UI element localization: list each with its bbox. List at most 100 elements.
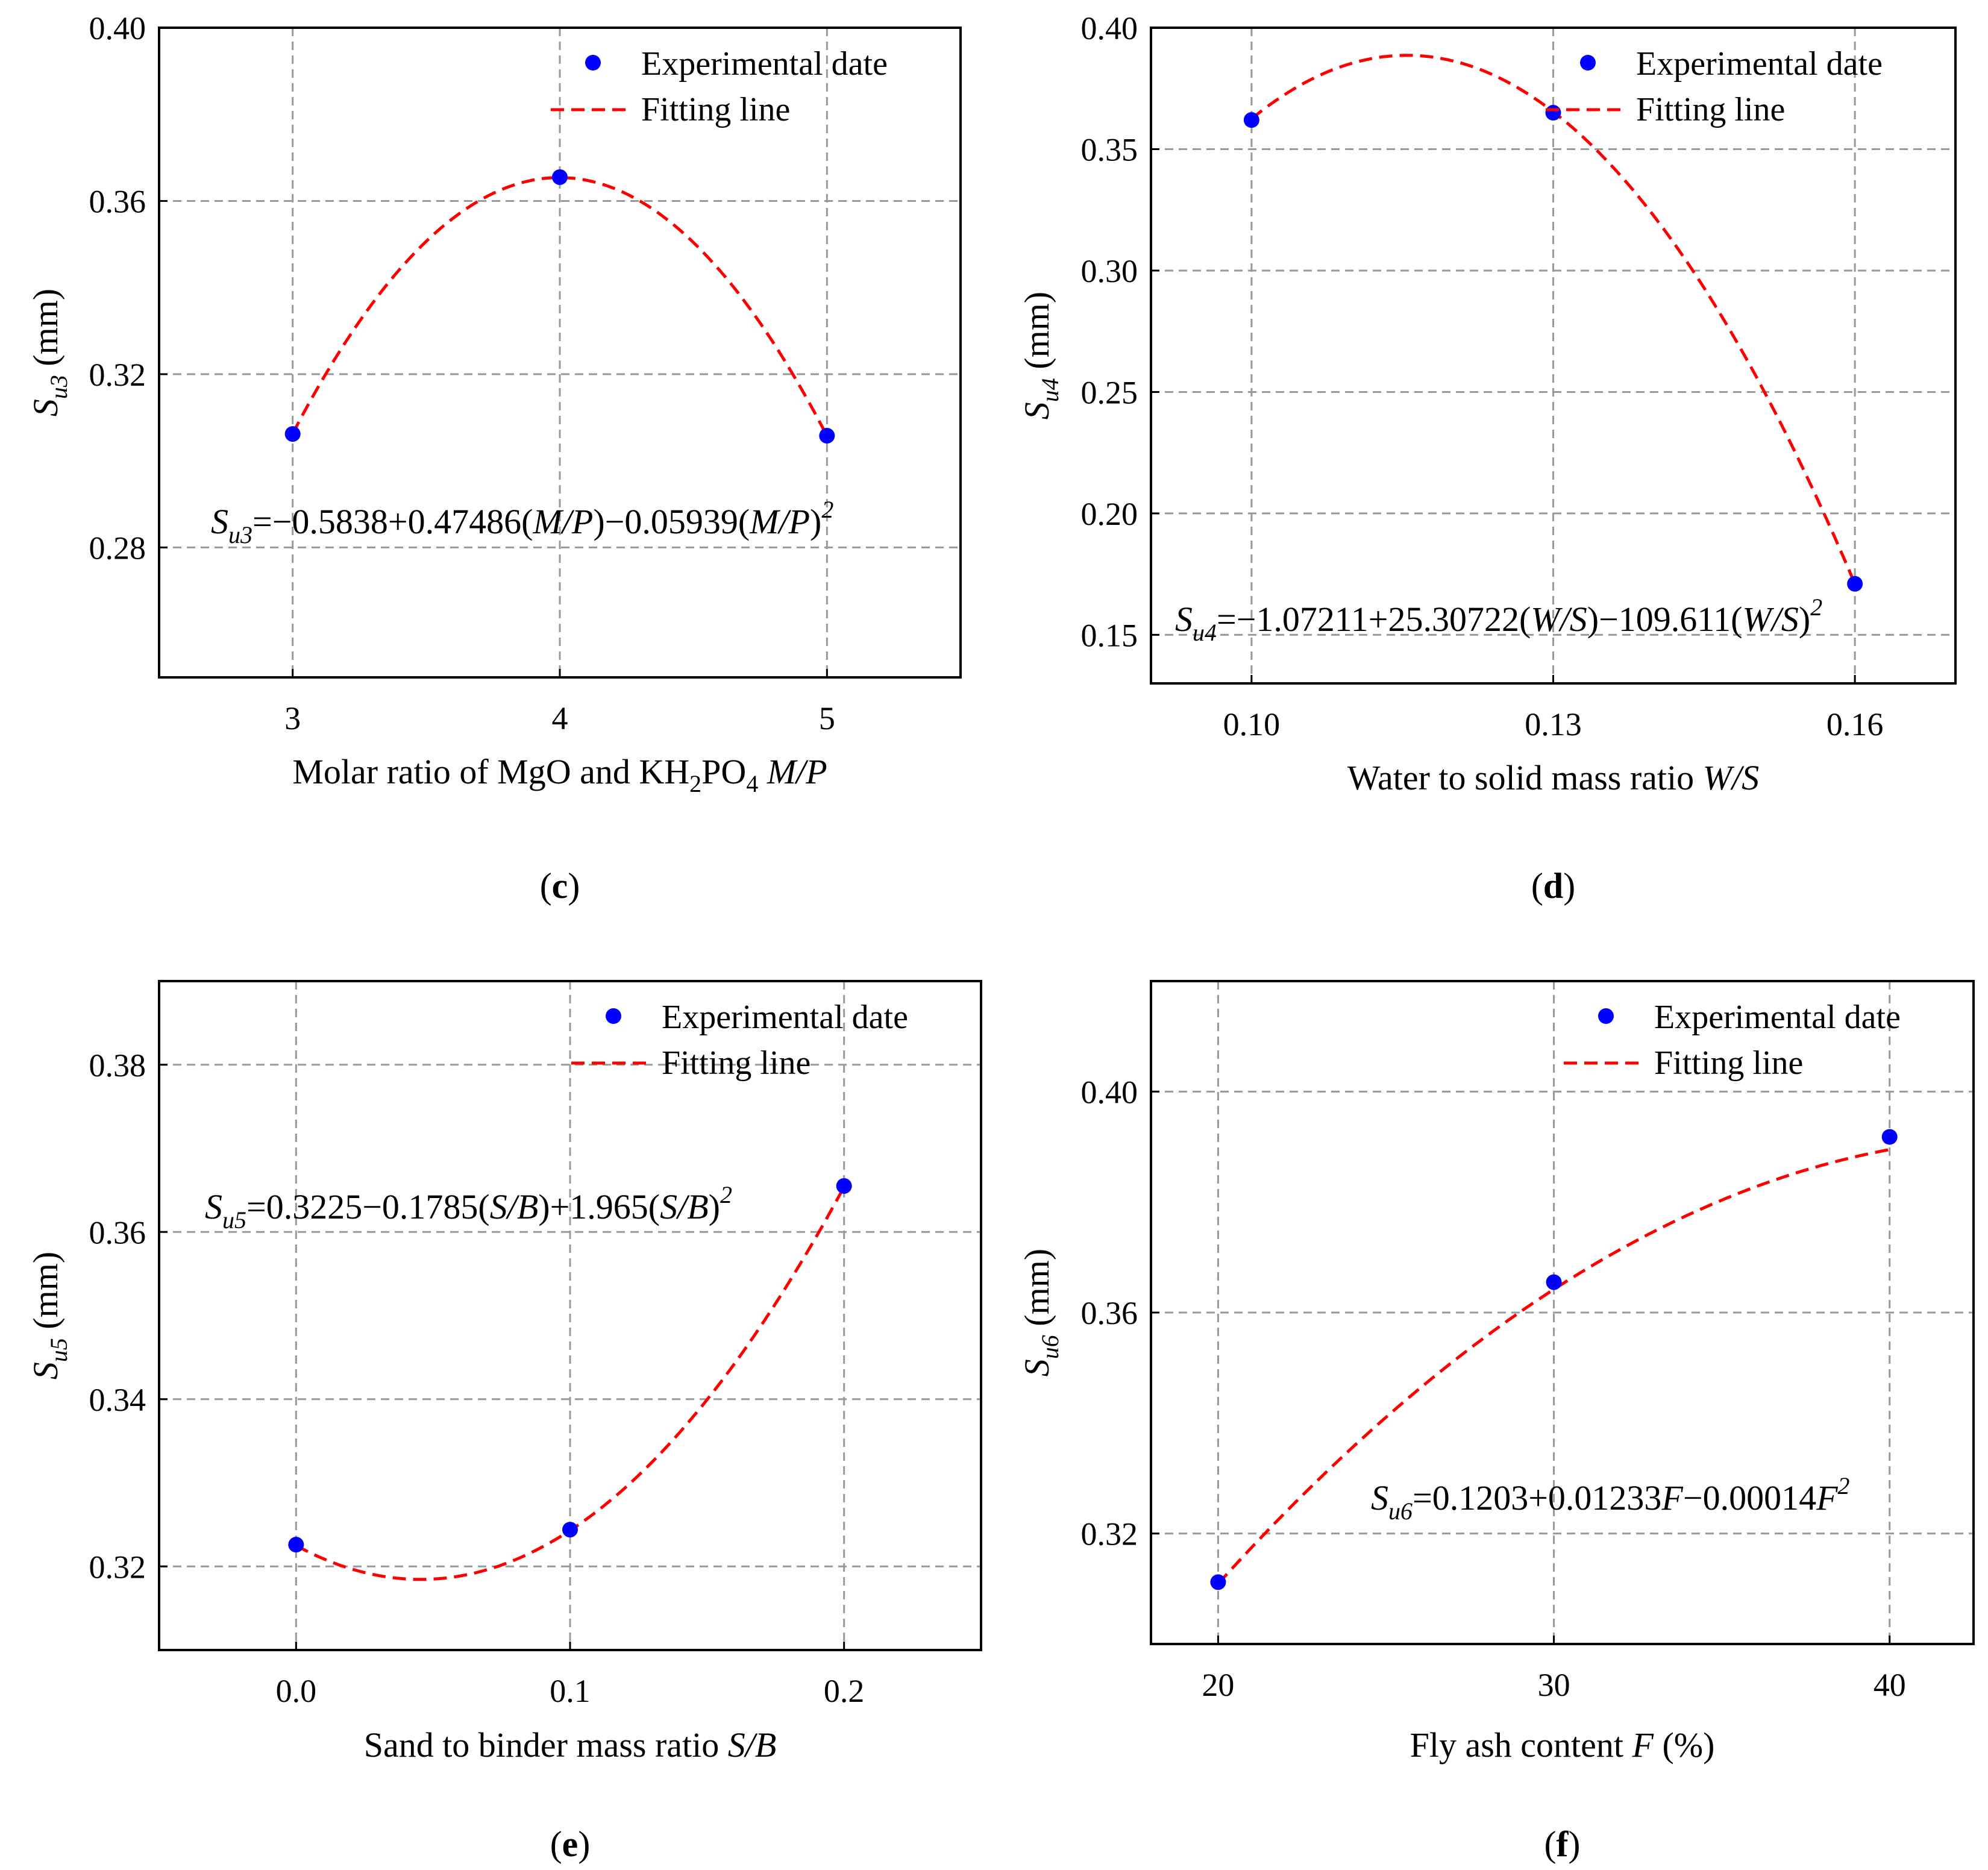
- y-axis-label: Su6 (mm): [1017, 1249, 1064, 1376]
- y-tick-label: 0.40: [1081, 1074, 1138, 1110]
- legend-label-fit: Fitting line: [1636, 91, 1785, 128]
- fit-equation: Su3=−0.5838+0.47486(M/P)−0.05939(M/P)2: [211, 496, 833, 548]
- y-tick-label: 0.38: [89, 1047, 146, 1084]
- plot-frame: [1150, 27, 1957, 685]
- text-span: ): [1568, 1824, 1580, 1864]
- text-span: S: [26, 1362, 65, 1379]
- text-span: S: [1371, 1478, 1388, 1517]
- legend-label-points: Experimental date: [641, 45, 888, 83]
- y-axis-label: Su5 (mm): [26, 1252, 72, 1379]
- text-span: S: [1017, 1359, 1056, 1376]
- x-axis-label: Fly ash content F (%): [1410, 1725, 1715, 1765]
- x-tick-label: 30: [1538, 1667, 1570, 1703]
- data-point: [1881, 1129, 1898, 1145]
- text-span: (mm): [1017, 1249, 1056, 1335]
- text-span: u5: [222, 1206, 246, 1234]
- text-span: =0.1203+0.01233: [1413, 1478, 1661, 1517]
- text-span: [758, 752, 767, 791]
- text-span: S/B: [490, 1187, 539, 1226]
- legend-label-points: Experimental date: [1654, 999, 1901, 1036]
- y-tick-label: 0.35: [1081, 131, 1138, 168]
- text-span: S: [26, 399, 65, 416]
- panel-label: (d): [1531, 866, 1575, 906]
- y-tick-label: 0.25: [1081, 374, 1138, 410]
- text-span: (: [540, 866, 552, 906]
- x-tick-label: 20: [1202, 1667, 1234, 1703]
- y-tick-label: 0.40: [1081, 10, 1138, 46]
- legend: Experimental date Fitting line: [571, 999, 908, 1082]
- text-span: S/B: [660, 1187, 709, 1226]
- data-point: [1243, 112, 1259, 128]
- y-tick-label: 0.15: [1081, 617, 1138, 653]
- text-span: u4: [1193, 619, 1217, 646]
- text-span: (: [1544, 1824, 1557, 1864]
- legend-marker-points: [606, 1008, 621, 1024]
- plot-frame: [1150, 980, 1975, 1645]
- chart-panel-c: 3 4 5 0.28 0.32 0.36 0.40 Experimental date Fitt…: [26, 10, 962, 906]
- legend-marker-points: [1598, 1008, 1614, 1024]
- text-span: PO: [701, 752, 746, 791]
- x-axis-label: Water to solid mass ratio W/S: [1347, 758, 1759, 797]
- fit-equation: Su4=−1.07211+25.30722(W/S)−109.611(W/S)2: [1175, 594, 1822, 646]
- y-tick-label: 0.36: [89, 1214, 146, 1250]
- text-span: F: [1632, 1725, 1654, 1765]
- text-span: ): [1799, 600, 1810, 639]
- legend-label-points: Experimental date: [1636, 45, 1883, 83]
- text-span: 4: [746, 770, 758, 797]
- text-span: =0.3225−0.1785(: [246, 1187, 490, 1226]
- text-span: W/S: [1531, 600, 1587, 639]
- text-span: 2: [689, 770, 701, 797]
- text-span: ): [568, 866, 580, 906]
- text-span: M/P: [767, 752, 827, 791]
- text-span: M/P: [532, 502, 593, 541]
- text-span: Water to solid mass ratio: [1347, 758, 1703, 797]
- text-span: S: [211, 502, 228, 541]
- fit-equation: Su5=0.3225−0.1785(S/B)+1.965(S/B)2: [205, 1181, 732, 1234]
- text-span: u3: [45, 375, 72, 399]
- text-span: ): [810, 502, 821, 541]
- text-span: (: [550, 1824, 562, 1864]
- legend-label-points: Experimental date: [662, 999, 908, 1036]
- data-point: [1545, 105, 1561, 121]
- text-span: )−0.05939(: [593, 502, 750, 541]
- y-tick-label: 0.36: [89, 183, 146, 219]
- text-span: W/S: [1742, 600, 1798, 639]
- text-span: Sand to binder mass ratio: [364, 1725, 728, 1765]
- legend: Experimental date Fitting line: [1564, 999, 1901, 1082]
- y-tick-label: 0.30: [1081, 253, 1138, 289]
- text-span: 2: [1810, 594, 1822, 621]
- y-tick-label: 0.32: [89, 357, 146, 393]
- text-span: ): [709, 1187, 720, 1226]
- x-tick-label: 0.16: [1827, 706, 1884, 742]
- text-span: =−0.5838+0.47486(: [252, 502, 533, 541]
- x-tick-label: 5: [819, 700, 835, 736]
- text-span: )−109.611(: [1587, 600, 1743, 639]
- fitting-line: [291, 176, 829, 437]
- x-tick-label: 3: [284, 700, 301, 736]
- text-span: M/P: [749, 502, 810, 541]
- data-point: [1847, 576, 1863, 592]
- data-point: [1546, 1274, 1562, 1290]
- text-span: )+1.965(: [538, 1187, 660, 1226]
- data-point: [819, 427, 835, 444]
- text-span: F: [1816, 1478, 1838, 1517]
- legend-marker-points: [585, 55, 601, 71]
- text-span: (mm): [26, 1252, 65, 1338]
- text-span: e: [562, 1824, 579, 1864]
- text-span: S/B: [728, 1725, 777, 1765]
- text-span: Fly ash content: [1410, 1725, 1632, 1765]
- x-tick-label: 0.1: [550, 1673, 591, 1709]
- data-point: [836, 1178, 852, 1194]
- panel-label: (c): [540, 866, 580, 906]
- x-axis-label: Sand to binder mass ratio S/B: [364, 1725, 777, 1765]
- x-tick-label: 0.10: [1223, 706, 1281, 742]
- text-span: −0.00014: [1683, 1478, 1816, 1517]
- text-span: 2: [1838, 1472, 1850, 1499]
- data-point: [284, 426, 301, 442]
- y-tick-label: 0.32: [89, 1549, 146, 1585]
- text-span: S: [205, 1187, 222, 1226]
- text-span: u5: [45, 1338, 72, 1362]
- data-point: [562, 1522, 578, 1538]
- chart-panel-f: 20 30 40 0.32 0.36 0.40 Experimental date Fitti…: [1017, 980, 1975, 1864]
- text-span: ): [1563, 866, 1575, 906]
